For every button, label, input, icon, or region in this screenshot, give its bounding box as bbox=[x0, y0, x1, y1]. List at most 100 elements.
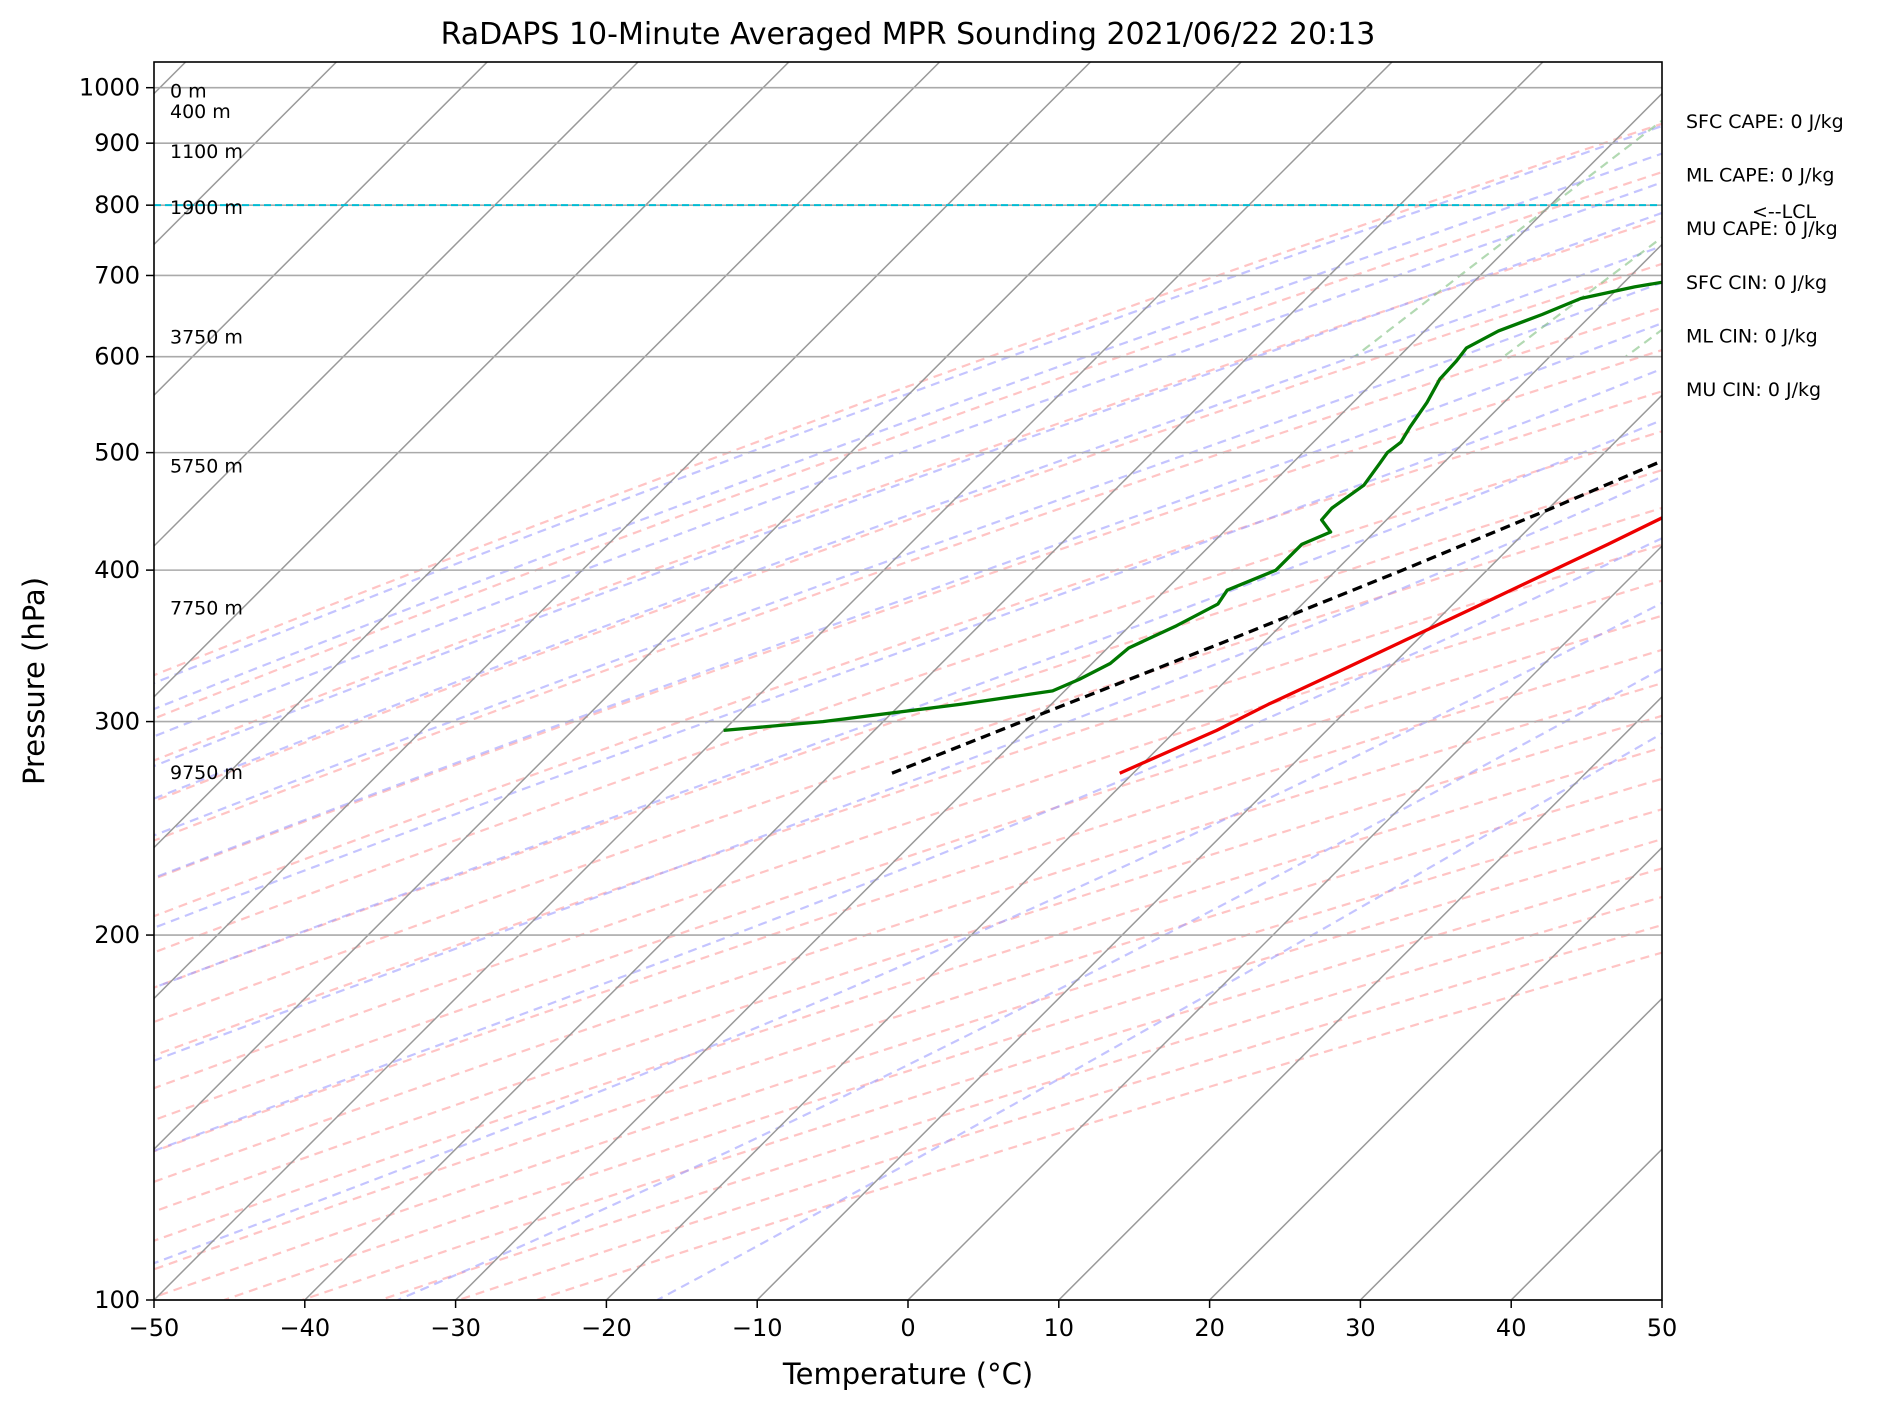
x-tick-label: −10 bbox=[732, 1314, 783, 1342]
isotherm-line bbox=[1813, 62, 1882, 1300]
stat-item: MU CAPE: 0 J/kg bbox=[1686, 218, 1838, 240]
dry-adiabat-line bbox=[154, 614, 1662, 1122]
x-tick-label: −20 bbox=[581, 1314, 632, 1342]
moist-adiabat-line bbox=[154, 322, 1662, 880]
isotherm-line bbox=[1510, 1148, 1662, 1300]
mixing-ratio-line bbox=[1354, 119, 1662, 358]
isotherm-line bbox=[907, 544, 1662, 1300]
mixing-ratio-line bbox=[1503, 236, 1662, 358]
dry-adiabat-line bbox=[154, 170, 1662, 720]
height-label: 400 m bbox=[170, 101, 231, 123]
height-label: 7750 m bbox=[170, 597, 243, 619]
isotherm-line bbox=[154, 62, 639, 548]
x-tick-label: 30 bbox=[1345, 1314, 1376, 1342]
x-tick-label: −40 bbox=[279, 1314, 330, 1342]
dry-adiabat-line bbox=[154, 543, 1662, 1057]
dry-adiabat-line bbox=[154, 468, 1662, 989]
isotherm-line bbox=[154, 62, 488, 397]
moist-adiabat-line bbox=[154, 367, 1662, 929]
parcel-profile bbox=[891, 459, 1662, 775]
y-axis-ticks: 100 200 300 400 500 600 700 800 900 1000 bbox=[79, 74, 154, 1314]
height-labels: 9750 m 7750 m 5750 m 3750 m 1900 m 1100 m 400 … bbox=[170, 80, 243, 784]
height-label: 3750 m bbox=[170, 327, 243, 349]
y-tick-label: 700 bbox=[94, 261, 140, 289]
y-tick-label: 900 bbox=[94, 129, 140, 157]
moist-adiabat-line bbox=[656, 732, 1662, 1300]
moist-adiabat-line bbox=[154, 418, 1662, 989]
x-tick-label: 10 bbox=[1044, 1314, 1075, 1342]
lcl-label: <--LCL bbox=[1752, 201, 1816, 223]
background-lines bbox=[154, 62, 1882, 1300]
moist-adiabat-line bbox=[154, 124, 1662, 685]
x-tick-label: 50 bbox=[1647, 1314, 1678, 1342]
isotherm-line bbox=[1209, 846, 1662, 1300]
dry-adiabat-line bbox=[154, 682, 1662, 1183]
moist-adiabat-line bbox=[154, 152, 1662, 711]
dry-adiabat-line bbox=[154, 746, 1662, 1242]
moist-adiabat-line bbox=[154, 601, 1662, 1265]
dry-adiabat-line bbox=[154, 262, 1662, 803]
isotherm-line bbox=[154, 62, 1242, 1151]
height-label: 1100 m bbox=[170, 141, 243, 163]
dry-adiabat-line bbox=[154, 348, 1662, 881]
y-tick-label: 600 bbox=[94, 343, 140, 371]
dry-adiabat-line bbox=[154, 217, 1662, 762]
dry-adiabat-line bbox=[301, 867, 1662, 1300]
isotherm-line bbox=[304, 62, 1544, 1300]
isotherm-line bbox=[1661, 1298, 1662, 1300]
height-label: 5750 m bbox=[170, 456, 243, 478]
dry-adiabat-line bbox=[154, 122, 1662, 677]
y-tick-label: 200 bbox=[94, 921, 140, 949]
isotherm-line bbox=[154, 62, 941, 849]
moist-adiabat-line bbox=[154, 181, 1662, 738]
dry-adiabat-line bbox=[154, 714, 1662, 1213]
dry-adiabat-line bbox=[379, 895, 1662, 1300]
moist-adiabat-line bbox=[154, 244, 1662, 800]
dry-adiabat-line bbox=[154, 579, 1662, 1090]
sounding-profiles bbox=[723, 280, 1662, 775]
isotherm-line bbox=[1359, 997, 1662, 1300]
dry-adiabat-line bbox=[154, 390, 1662, 918]
y-tick-label: 300 bbox=[94, 708, 140, 736]
mixing-ratio-line bbox=[1870, 62, 1882, 357]
stat-item: ML CAPE: 0 J/kg bbox=[1686, 165, 1834, 187]
pressure-gridlines bbox=[154, 86, 1662, 1301]
y-axis-label: Pressure (hPa) bbox=[17, 577, 51, 785]
x-axis-ticks: −50 −40 −30 −20 −10 0 10 20 30 40 50 bbox=[129, 1300, 1678, 1342]
isotherm-line bbox=[1058, 695, 1662, 1300]
dry-adiabat-line bbox=[536, 951, 1662, 1300]
x-tick-label: 20 bbox=[1194, 1314, 1225, 1342]
x-axis-label: Temperature (°C) bbox=[782, 1357, 1033, 1391]
chart-title: RaDAPS 10-Minute Averaged MPR Sounding 2… bbox=[441, 17, 1376, 52]
stat-item: ML CIN: 0 J/kg bbox=[1686, 325, 1818, 347]
x-tick-label: 40 bbox=[1496, 1314, 1527, 1342]
moist-adiabat-line bbox=[154, 281, 1662, 837]
dry-adiabat-line bbox=[154, 506, 1662, 1024]
y-tick-label: 400 bbox=[94, 556, 140, 584]
moist-adiabat-line bbox=[154, 537, 1662, 1153]
isotherm-line bbox=[756, 394, 1662, 1300]
y-tick-label: 100 bbox=[94, 1286, 140, 1314]
height-label: 9750 m bbox=[170, 762, 243, 784]
dry-adiabat-line bbox=[154, 430, 1662, 954]
isotherm-line bbox=[154, 62, 1091, 1000]
dry-adiabat-line bbox=[154, 306, 1662, 842]
stats-panel: SFC CAPE: 0 J/kg ML CAPE: 0 J/kg MU CAPE: … bbox=[1686, 111, 1844, 401]
isotherm-line bbox=[154, 62, 790, 698]
temperature-profile bbox=[1119, 516, 1662, 775]
moist-adiabat-line bbox=[154, 211, 1662, 768]
moist-adiabat-line bbox=[154, 475, 1662, 1062]
moist-adiabat-line bbox=[397, 667, 1662, 1300]
plot-frame bbox=[153, 61, 1663, 1301]
y-tick-label: 500 bbox=[94, 439, 140, 467]
dry-adiabat-line bbox=[154, 648, 1662, 1153]
isotherm-line bbox=[605, 243, 1662, 1300]
stat-item: SFC CAPE: 0 J/kg bbox=[1686, 111, 1844, 133]
y-tick-label: 1000 bbox=[79, 74, 140, 102]
lcl-group: <--LCL bbox=[154, 201, 1816, 223]
isotherm-line bbox=[154, 62, 1393, 1300]
dewpoint-profile bbox=[723, 280, 1662, 733]
y-tick-label: 800 bbox=[94, 191, 140, 219]
stat-item: MU CIN: 0 J/kg bbox=[1686, 379, 1821, 401]
